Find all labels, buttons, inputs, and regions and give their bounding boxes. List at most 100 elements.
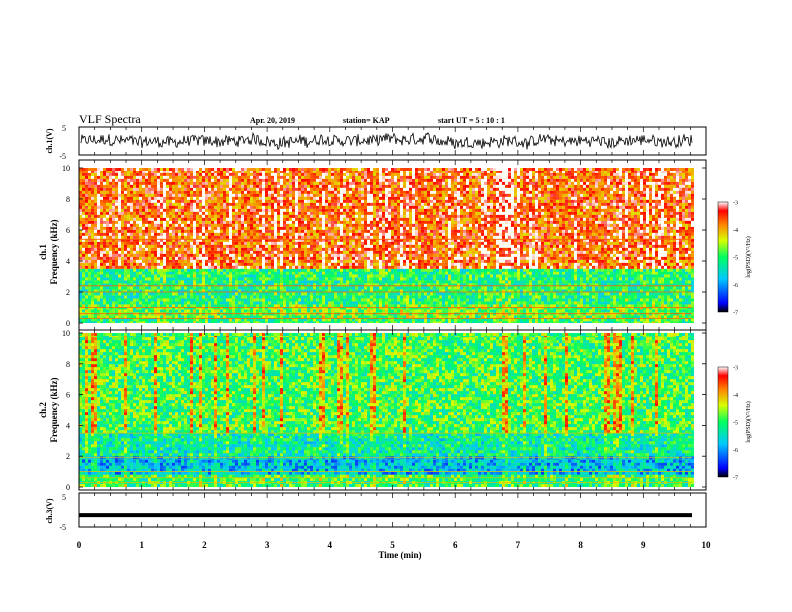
spectrogram-cell [217,263,220,266]
spectrogram-cell [319,212,322,215]
spectrogram-cell [262,203,265,206]
spectrogram-cell [358,254,361,257]
spectrogram-cell [91,218,94,221]
spectrogram-cell [85,209,88,212]
spectrogram-cell [202,298,205,301]
spectrogram-cell [238,292,241,295]
spectrogram-cell [277,209,280,212]
spectrogram-cell [142,242,145,245]
spectrogram-cell [334,209,337,212]
spectrogram-cell [166,185,169,188]
spectrogram-cell [349,248,352,251]
spectrogram-cell [109,271,112,274]
spectrogram-cell [355,200,358,203]
spectrogram-cell [283,191,286,194]
spectrogram-cell [190,218,193,221]
spectrogram-cell [289,309,292,312]
spectrogram-cell [199,209,202,212]
spectrogram-cell [340,251,343,254]
spectrogram-cell [331,230,334,233]
spectrogram-cell [136,309,139,312]
spectrogram-cell [307,318,310,321]
spectrogram-cell [310,309,313,312]
spectrogram-cell [292,318,295,321]
spectrogram-cell [205,221,208,224]
spectrogram-cell [319,277,322,280]
spectrogram-cell [160,263,163,266]
spectrogram-cell [241,215,244,218]
spectrogram-cell [307,263,310,266]
spectrogram-cell [325,248,328,251]
spectrogram-cell [253,215,256,218]
spectrogram-cell [316,301,319,304]
spectrogram-cell [106,188,109,191]
spectrogram-cell [325,260,328,263]
spectrogram-cell [112,269,115,272]
spectrogram-cell [283,230,286,233]
spectrogram-cell [319,182,322,185]
spectrogram-cell [340,242,343,245]
spectrogram-cell [133,298,136,301]
spectrogram-cell [199,260,202,263]
spectrogram-cell [244,176,247,179]
spectrogram-cell [214,236,217,239]
spectrogram-cell [280,274,283,277]
spectrogram-cell [232,286,235,289]
spectrogram-cell [235,245,238,248]
spectrogram-cell [226,280,229,283]
spectrogram-cell [151,221,154,224]
spectrogram-cell [106,206,109,209]
spectrogram-cell [331,200,334,203]
spectrogram-cell [157,221,160,224]
spectrogram-cell [94,185,97,188]
spectrogram-cell [100,298,103,301]
spectrogram-cell [322,212,325,215]
spectrogram-cell [247,179,250,182]
spectrogram-cell [214,194,217,197]
spectrogram-cell [124,257,127,260]
spectrogram-cell [349,173,352,176]
spectrogram-cell [322,168,325,171]
spectrogram-cell [97,248,100,251]
spectrogram-cell [328,212,331,215]
spectrogram-cell [247,280,250,283]
spectrogram-cell [199,168,202,171]
spectrogram-cell [322,191,325,194]
spectrogram-cell [106,292,109,295]
spectrogram-cell [298,304,301,307]
spectrogram-cell [334,236,337,239]
spectrogram-cell [133,269,136,272]
spectrogram-cell [118,188,121,191]
spectrogram-cell [262,218,265,221]
spectrogram-cell [262,271,265,274]
spectrogram-cell [217,179,220,182]
spectrogram-cell [334,230,337,233]
spectrogram-cell [94,191,97,194]
spectrogram-cell [139,248,142,251]
spectrogram-cell [325,168,328,171]
spectrogram-cell [325,315,328,318]
spectrogram-cell [295,257,298,260]
spectrogram-cell [232,233,235,236]
spectrogram-cell [154,257,157,260]
spectrogram-cell [157,173,160,176]
spectrogram-cell [88,266,91,269]
spectrogram-cell [358,236,361,239]
spectrogram-cell [310,218,313,221]
spectrogram-cell [229,227,232,230]
spectrogram-cell [208,185,211,188]
spectrogram-cell [328,197,331,200]
spectrogram-cell [136,194,139,197]
spectrogram-cell [103,221,106,224]
spectrogram-cell [112,236,115,239]
spectrogram-cell [355,269,358,272]
spectrogram-cell [172,224,175,227]
spectrogram-cell [325,191,328,194]
spectrogram-cell [94,257,97,260]
spectrogram-cell [211,304,214,307]
spectrogram-cell [340,298,343,301]
spectrogram-cell [172,227,175,230]
spectrogram-cell [277,318,280,321]
spectrogram-cell [229,176,232,179]
spectrogram-cell [301,304,304,307]
